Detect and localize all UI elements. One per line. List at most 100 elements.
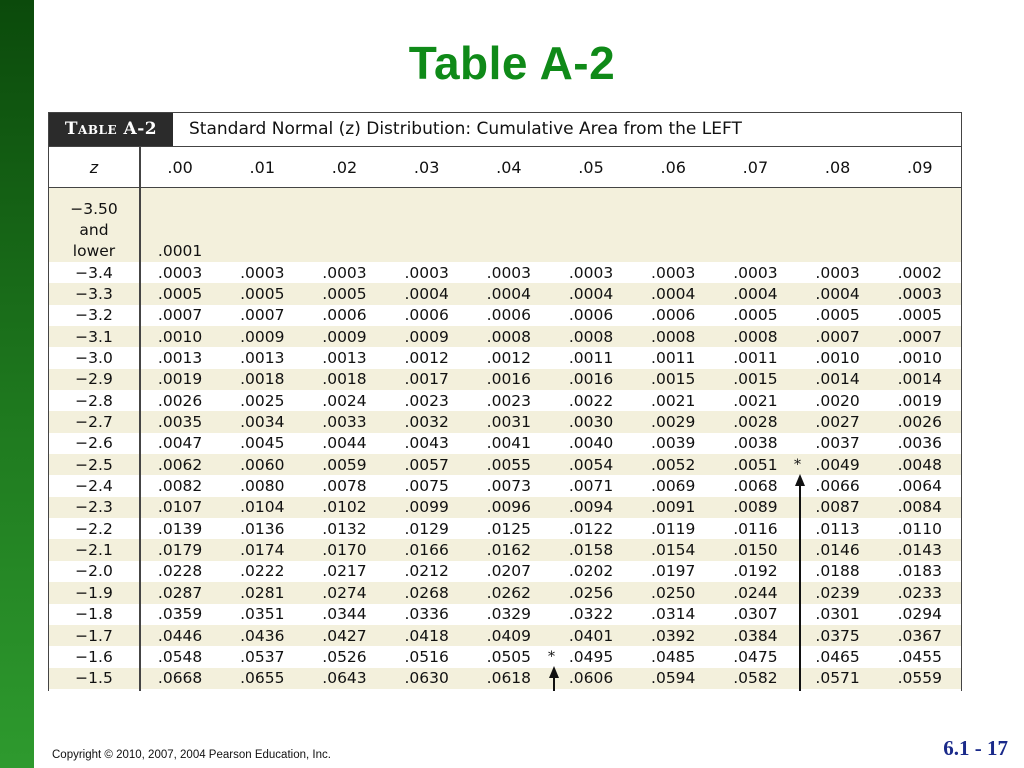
area-cell: .0049 <box>815 455 860 474</box>
table-tag: Table A-2 <box>49 113 173 146</box>
table-grid: z .00 .01 .02 .03 .04 .05 .06 .07 .08 .09 −3.50 a… <box>49 147 961 689</box>
table-row: −3.3 .0005 .0005 .0005 .0004 .0004 .0004 .0004.… <box>49 283 961 305</box>
area-cell: .0630 <box>404 669 449 688</box>
z-value-cell: −1.8 <box>75 605 113 624</box>
area-cell: .0119 <box>651 519 696 538</box>
area-cell: .0011 <box>733 349 778 368</box>
area-cell: .0006 <box>486 306 532 325</box>
z-value-cell: −3.1 <box>75 327 113 346</box>
z-table: Table A-2 Standard Normal (z) Distributi… <box>48 112 962 691</box>
area-cell: .0037 <box>815 434 860 453</box>
area-cell: .0004 <box>651 285 696 304</box>
z-value-cell: −3.0 <box>75 349 113 368</box>
area-cell: .0122 <box>568 519 614 538</box>
area-cell: .0618 <box>486 669 532 688</box>
area-cell: .0023 <box>486 391 532 410</box>
area-cell: .0351 <box>240 605 285 624</box>
table-header-row: z .00 .01 .02 .03 .04 .05 .06 .07 .08 .09 <box>49 147 961 188</box>
area-cell: .0096 <box>486 498 532 517</box>
area-cell: .0068 <box>733 477 778 496</box>
area-cell: .0003 <box>322 263 367 282</box>
area-cell: .0392 <box>651 626 696 645</box>
z-value-cell: −3.4 <box>75 263 113 282</box>
area-cell: .0003 <box>733 263 778 282</box>
table-row: −1.6 .0548 .0537 .0526 .0516 .0505 .0495 .0485.… <box>49 646 961 667</box>
area-cell: .0026 <box>157 391 203 410</box>
area-cell: .0012 <box>486 349 532 368</box>
area-cell: .0375 <box>815 626 860 645</box>
area-cell: .0125 <box>486 519 532 538</box>
z-value-cell: −1.5 <box>75 669 113 688</box>
area-cell: .0274 <box>322 583 367 602</box>
area-cell: .0002 <box>897 263 942 282</box>
area-cell: .0010 <box>897 349 942 368</box>
column-header: .00 <box>167 157 193 177</box>
asterisk-marker-right: * <box>794 457 801 473</box>
area-cell: .0359 <box>157 605 203 624</box>
table-row: −2.3 .0107 .0104 .0102 .0099 .0096 .0094 .0091.… <box>49 496 961 519</box>
side-decoration-bar <box>0 0 34 768</box>
area-cell: .0170 <box>322 541 367 560</box>
area-cell: .0143 <box>897 541 942 560</box>
area-cell: .0559 <box>897 669 942 688</box>
area-cell: .0132 <box>322 519 367 538</box>
area-cell: .0314 <box>651 605 696 624</box>
area-cell: .0005 <box>815 306 860 325</box>
area-cell: .0301 <box>815 605 860 624</box>
z-value-cell: −1.6 <box>75 647 113 666</box>
z-value-cell: −2.4 <box>75 477 113 496</box>
area-cell: .0019 <box>157 370 203 389</box>
z-value-cell: −3.3 <box>75 285 113 304</box>
first-row: −3.50 and lower .0001 <box>49 198 961 262</box>
area-cell: .0455 <box>897 647 942 666</box>
area-cell: .0006 <box>322 306 367 325</box>
area-cell: .0020 <box>815 391 860 410</box>
area-cell: .0003 <box>157 263 203 282</box>
area-cell: .0005 <box>322 285 367 304</box>
area-cell: .0150 <box>733 541 778 560</box>
column-header: .04 <box>496 157 522 177</box>
table-row: −1.7 .0446 .0436 .0427 .0418 .0409 .0401 .0392.… <box>49 624 961 647</box>
area-cell: .0102 <box>322 498 367 517</box>
area-cell: .0064 <box>897 477 942 496</box>
area-cell: .0003 <box>651 263 696 282</box>
table-body: −3.4 .0003 .0003 .0003 .0003 .0003 .0003 .0003.… <box>49 262 961 689</box>
table-caption: Table A-2 Standard Normal (z) Distributi… <box>49 113 961 147</box>
area-cell: .0436 <box>240 626 285 645</box>
area-cell: .0044 <box>322 434 367 453</box>
area-cell: .0256 <box>568 583 614 602</box>
area-cell: .0016 <box>568 370 614 389</box>
z-label-line2: and <box>79 221 109 239</box>
arrow-head-up-left <box>549 666 559 678</box>
column-header: .09 <box>907 157 933 177</box>
z-value-cell: −1.7 <box>75 626 113 645</box>
column-header: .02 <box>331 157 358 177</box>
area-cell: .0212 <box>404 562 449 581</box>
area-cell: .0287 <box>157 583 203 602</box>
area-cell: .0427 <box>322 626 367 645</box>
area-cell: .0075 <box>404 477 449 496</box>
area-cell: .0146 <box>815 541 860 560</box>
area-cell: .0516 <box>404 647 449 666</box>
area-cell: .0003 <box>897 285 942 304</box>
area-cell: .0048 <box>897 455 942 474</box>
table-caption-text: Standard Normal (z) Distribution: Cumula… <box>189 119 742 139</box>
column-header: .08 <box>824 157 851 177</box>
table-row: −3.0 .0013 .0013 .0013 .0012 .0012 .0011 .0011.… <box>49 347 961 368</box>
area-cell: .0244 <box>733 583 778 602</box>
area-cell: .0040 <box>568 434 614 453</box>
area-cell: .0192 <box>733 562 778 581</box>
area-cell: .0033 <box>322 413 367 432</box>
area-cell: .0004 <box>486 285 532 304</box>
area-cell: .0011 <box>651 349 696 368</box>
area-cell: .0183 <box>897 562 942 581</box>
area-cell: .0012 <box>404 349 449 368</box>
table-row: −2.7 .0035 .0034 .0033 .0032 .0031 .0030 .0029.… <box>49 411 961 433</box>
area-cell: .0207 <box>486 562 532 581</box>
area-cell: .0082 <box>157 477 203 496</box>
area-cell: .0004 <box>815 285 860 304</box>
z-value-cell: −2.1 <box>75 541 113 560</box>
area-cell: .0089 <box>733 498 778 517</box>
area-cell: .0158 <box>568 541 614 560</box>
area-cell: .0057 <box>404 455 449 474</box>
